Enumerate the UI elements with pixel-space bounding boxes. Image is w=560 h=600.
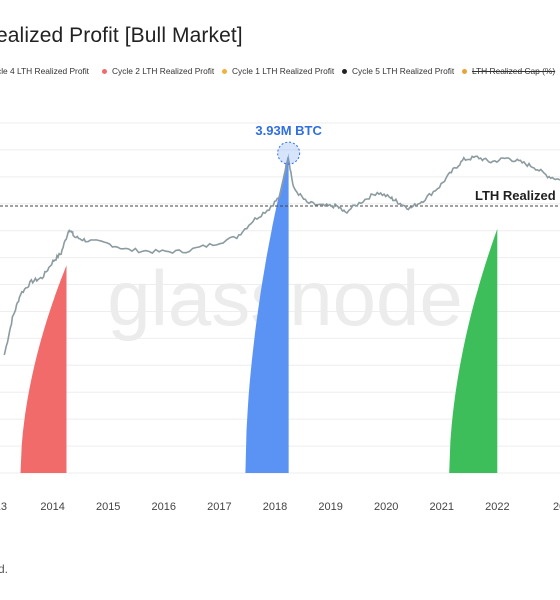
cycle-area-2 — [245, 153, 289, 473]
chart-legend: cle 4 LTH Realized Profit Cycle 2 LTH Re… — [0, 66, 560, 80]
peak-marker[interactable] — [277, 141, 301, 165]
legend-label: LTH Realized Cap (%) — [472, 66, 556, 76]
lth-realized-line — [3, 155, 560, 356]
cycle-areas — [20, 153, 498, 473]
x-tick-label: 2016 — [152, 501, 176, 513]
cycle-area-1 — [20, 265, 67, 473]
legend-dot — [102, 68, 107, 74]
x-axis-ticks: 13 2014 2015 2016 2017 2018 2019 2020 2021 2022 20… — [0, 501, 560, 513]
legend-item-cycle-5[interactable]: Cycle 5 LTH Realized Profit — [342, 66, 454, 76]
cycle-area-3 — [449, 228, 498, 473]
chart-title: ealized Profit [Bull Market] — [0, 24, 243, 47]
legend-label: Cycle 5 LTH Realized Profit — [352, 66, 455, 76]
legend-item-cycle-4[interactable]: cle 4 LTH Realized Profit — [0, 66, 89, 76]
x-tick-label: 2014 — [40, 501, 64, 513]
legend-item-cycle-1[interactable]: Cycle 1 LTH Realized Profit — [222, 66, 334, 76]
footnote: d. — [0, 562, 9, 576]
x-tick-label: 2017 — [207, 501, 231, 513]
legend-label: Cycle 2 LTH Realized Profit — [112, 66, 215, 76]
x-tick-label: 2019 — [318, 501, 342, 513]
threshold-label: LTH Realized — [475, 188, 556, 203]
legend-dot — [342, 68, 347, 74]
legend-dot — [462, 68, 467, 74]
x-tick-label: 202 — [553, 501, 560, 513]
legend-label: Cycle 1 LTH Realized Profit — [232, 66, 335, 76]
x-tick-label: 2018 — [263, 501, 287, 513]
x-tick-label: 2015 — [96, 501, 120, 513]
legend-dot — [222, 68, 227, 74]
legend-label: cle 4 LTH Realized Profit — [0, 66, 90, 76]
legend-item-cycle-2[interactable]: Cycle 2 LTH Realized Profit — [102, 66, 214, 76]
peak-label: 3.93M BTC — [255, 123, 322, 138]
x-tick-label: 2021 — [430, 501, 454, 513]
x-tick-label: 2022 — [485, 501, 509, 513]
x-tick-label: 2020 — [374, 501, 398, 513]
x-tick-label: 13 — [0, 501, 7, 513]
chart-plot: glassnode 3.93M BTC LTH Realized 1320142… — [0, 122, 560, 513]
legend-item-lth-realized-cap[interactable]: LTH Realized Cap (%) — [462, 66, 555, 76]
